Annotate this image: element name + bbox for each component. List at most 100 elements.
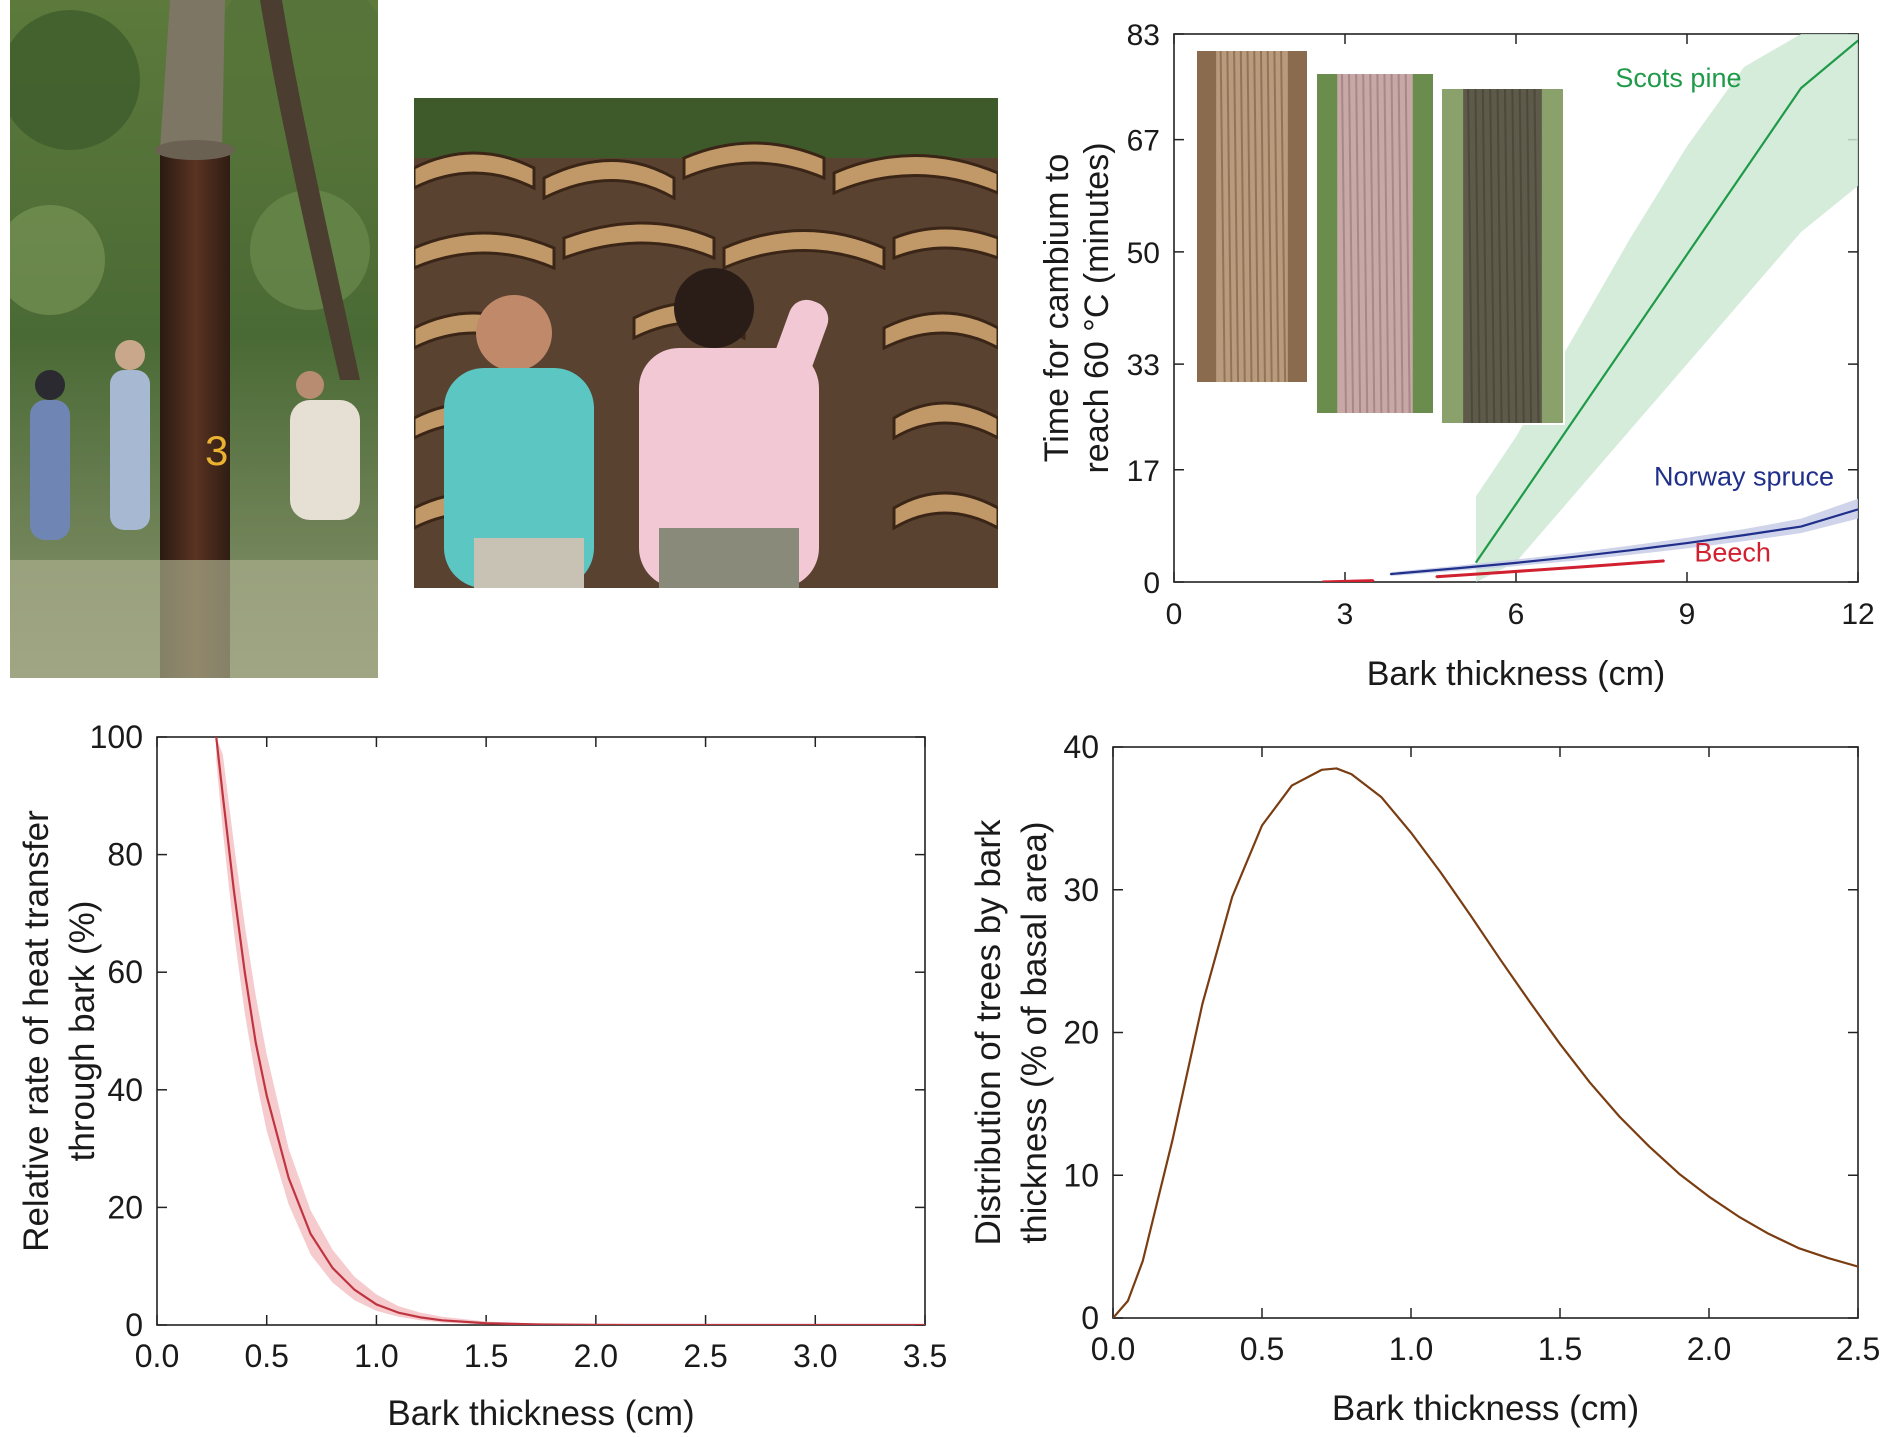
series-label: Norway spruce (1654, 462, 1834, 492)
y-tick-label: 0 (1081, 1300, 1099, 1336)
y-tick-label: 80 (107, 837, 143, 873)
data-point (309, 1233, 312, 1235)
data-point (1344, 580, 1346, 582)
y-axis-label: through bark (%) (63, 901, 102, 1162)
y-tick-label: 0 (125, 1307, 143, 1343)
y-axis-label: thickness (% of basal area) (1015, 821, 1054, 1243)
data-point (1410, 831, 1412, 834)
data-point (375, 1303, 378, 1306)
cork-stack-photo (414, 98, 998, 588)
data-point (924, 1324, 925, 1325)
x-tick-label: 3 (1337, 598, 1354, 631)
data-point (1827, 1257, 1829, 1259)
data-point (1291, 784, 1293, 787)
data-point (1320, 769, 1323, 771)
chart-tree-distribution: 0.0 0.5 1.0 1.5 2.0 2.5 0 10 20 30 40 Bark thicknes… (969, 729, 1880, 1428)
data-point (1515, 503, 1517, 505)
data-point (254, 1041, 257, 1044)
x-tick-label: 1.5 (1538, 1331, 1582, 1367)
data-point (814, 1324, 817, 1325)
data-point (265, 1094, 268, 1097)
data-point (222, 795, 224, 797)
y-tick-label: 30 (1063, 872, 1099, 908)
data-point (1743, 534, 1745, 536)
data-point (1738, 1215, 1740, 1218)
data-point (1648, 1145, 1651, 1148)
data-point (1127, 1300, 1129, 1302)
data-point (441, 1319, 444, 1322)
data-point (1572, 420, 1574, 422)
x-axis-label: Bark thickness (cm) (1367, 655, 1666, 693)
data-point (1380, 796, 1382, 798)
scots-pine-bark-inset-photo (1195, 49, 1309, 384)
series-line (1322, 579, 1374, 582)
norway-spruce-bark-inset-photo (1315, 72, 1435, 415)
series-label: Beech (1694, 538, 1771, 568)
data-point (1486, 572, 1489, 575)
data-point (1171, 1138, 1174, 1141)
data-point (1499, 958, 1502, 961)
data-point (704, 1324, 707, 1325)
data-point (1629, 549, 1631, 552)
data-point (1629, 336, 1631, 339)
y-tick-label: 17 (1127, 455, 1160, 488)
confidence-band (1390, 498, 1858, 577)
data-point (353, 1288, 356, 1291)
y-tick-label: 33 (1127, 349, 1160, 382)
data-point (1797, 1247, 1800, 1249)
x-tick-label: 1.0 (1389, 1331, 1433, 1367)
data-point (1663, 560, 1665, 562)
data-point (1201, 1003, 1204, 1005)
x-tick-label: 9 (1679, 598, 1696, 631)
y-tick-label: 60 (107, 954, 143, 990)
data-point (1708, 1195, 1710, 1198)
x-tick-label: 0.5 (1240, 1331, 1284, 1367)
x-tick-label: 1.0 (354, 1338, 398, 1374)
x-tick-label: 0.5 (244, 1338, 288, 1374)
data-point (1261, 824, 1263, 827)
y-axis-label: Relative rate of heat transfer (17, 810, 56, 1252)
x-axis-label: Bark thickness (cm) (1332, 1389, 1639, 1428)
data-point (1475, 561, 1477, 563)
x-tick-label: 2.5 (1836, 1331, 1880, 1367)
data-point (1515, 562, 1517, 564)
x-tick-label: 3.0 (793, 1338, 837, 1374)
chart-heat-transfer-rate: 0.0 0.5 1.0 1.5 2.0 2.5 3.0 3.5 0 20 40 60 80 100 Bark… (17, 719, 947, 1433)
data-point (1800, 525, 1802, 528)
y-tick-label: 50 (1127, 237, 1160, 270)
data-point (1559, 1043, 1561, 1045)
series-line (1475, 39, 1858, 563)
beech-bark-inset-photo (1440, 87, 1565, 425)
data-point (1335, 767, 1338, 770)
x-tick-label: 0 (1166, 598, 1183, 631)
data-point (1543, 568, 1546, 571)
data-point (1857, 39, 1858, 42)
data-point (1857, 508, 1858, 511)
data-point (1800, 87, 1802, 89)
series-line (1113, 767, 1858, 1318)
data-point (1686, 253, 1688, 256)
data-point (1743, 170, 1745, 173)
x-tick-label: 3.5 (903, 1338, 947, 1374)
cork-tree-number-label: 3 (205, 427, 228, 474)
data-point (485, 1322, 487, 1325)
chart-time-to-60c: 0 3 6 9 12 0 17 33 50 67 83 Bark thickness (cm) Time… (1038, 19, 1875, 693)
x-tick-label: 12 (1841, 598, 1874, 631)
data-point (1529, 1001, 1531, 1004)
data-point (331, 1267, 334, 1269)
data-point (1113, 1317, 1114, 1318)
data-point (1469, 914, 1472, 917)
x-tick-label: 2.0 (574, 1338, 618, 1374)
cork-oak-tree-photo: 3 (10, 0, 378, 678)
series-line (215, 737, 925, 1325)
data-point (1686, 542, 1688, 544)
data-point (1389, 573, 1392, 575)
data-point (1678, 1173, 1680, 1175)
data-point (233, 889, 235, 891)
series-label: Scots pine (1615, 63, 1741, 93)
y-tick-label: 10 (1063, 1157, 1099, 1193)
data-point (1435, 575, 1437, 578)
data-point (1440, 871, 1442, 874)
y-tick-label: 67 (1127, 125, 1160, 158)
